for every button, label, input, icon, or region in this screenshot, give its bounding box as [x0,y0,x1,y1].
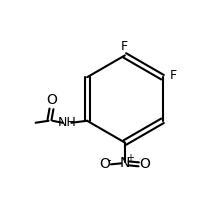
Text: O: O [139,157,150,171]
Text: +: + [126,153,134,163]
Text: N: N [120,156,130,170]
Text: O: O [46,93,57,107]
Text: O: O [100,157,111,171]
Text: NH: NH [58,116,77,129]
Text: F: F [120,40,127,53]
Text: F: F [170,69,177,82]
Text: -: - [108,155,111,165]
